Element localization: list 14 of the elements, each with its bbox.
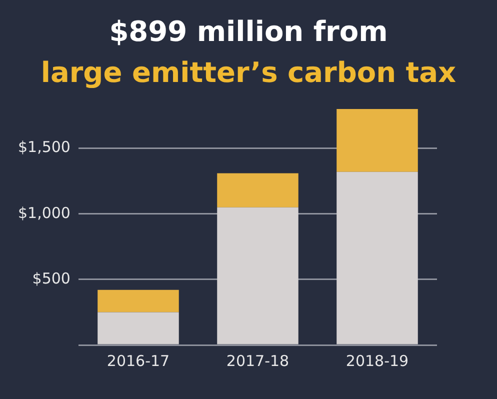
bar xyxy=(217,207,298,344)
bar xyxy=(217,173,298,208)
x-tick-label: 2017-18 xyxy=(226,352,290,370)
y-tick-label: $500 xyxy=(32,269,70,288)
bar xyxy=(98,290,179,312)
bar xyxy=(336,172,418,344)
bar xyxy=(98,312,179,344)
y-tick-label: $1,000 xyxy=(18,204,70,222)
x-tick-label: 2016-17 xyxy=(106,352,170,370)
x-tick-label: 2018-19 xyxy=(346,352,409,370)
chart-title: $899 million from xyxy=(108,14,389,50)
y-tick-label: $1,500 xyxy=(18,138,70,156)
chart-subtitle: large emitter’s carbon tax xyxy=(40,55,458,91)
bar xyxy=(336,109,418,172)
